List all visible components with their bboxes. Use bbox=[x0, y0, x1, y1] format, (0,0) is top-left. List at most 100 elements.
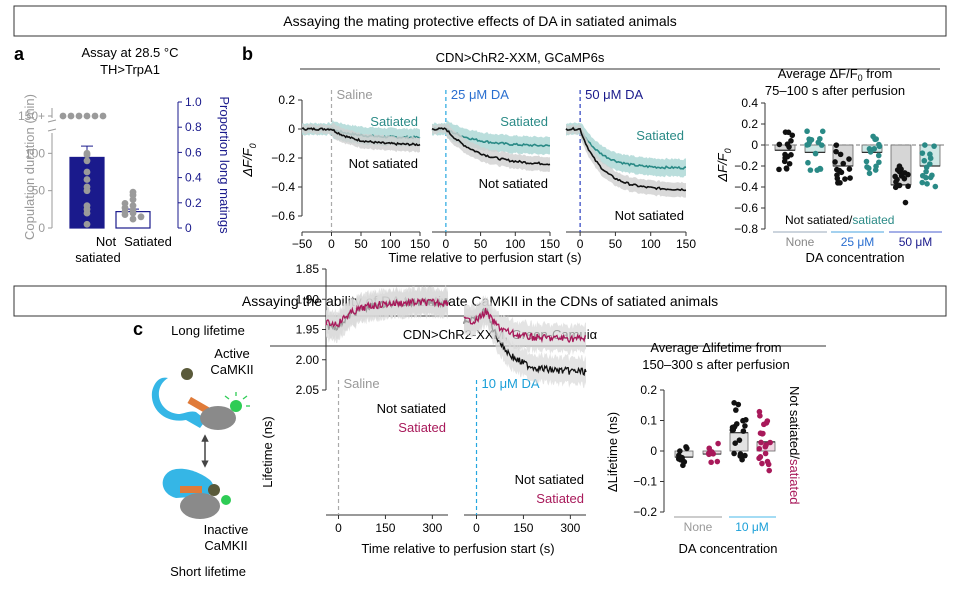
not-satiated-trace bbox=[565, 126, 687, 192]
panel-b-title: CDN>ChR2-XXM, GCaMP6s bbox=[436, 50, 605, 65]
satiated-band bbox=[464, 294, 586, 356]
xtick-label: 0 bbox=[443, 237, 450, 251]
right-tick-label: 0.2 bbox=[185, 196, 202, 210]
panel-b-summary-title-1: Average ΔF/F0 from bbox=[778, 66, 893, 83]
summary-point bbox=[840, 160, 847, 167]
summary-point bbox=[846, 156, 852, 162]
summary-point bbox=[804, 128, 810, 135]
xtick-label: 150 bbox=[410, 237, 430, 251]
xtick-label: 50 bbox=[354, 237, 368, 251]
panel-c-summary-title-2: 150–300 s after perfusion bbox=[642, 357, 789, 372]
summary-point bbox=[758, 439, 764, 446]
condition-label: Saline bbox=[337, 87, 373, 102]
summary-point bbox=[733, 421, 740, 427]
summary-point bbox=[676, 452, 682, 459]
summary-point bbox=[898, 173, 905, 179]
ytick-label: −0.4 bbox=[734, 180, 758, 194]
summary-point bbox=[838, 169, 845, 176]
group-label: None bbox=[684, 520, 713, 534]
xtick-label: 100 bbox=[641, 237, 661, 251]
ytick-label: 2.05 bbox=[296, 383, 320, 397]
data-point bbox=[83, 209, 91, 217]
panel-c-yaxis: 2.05 2.00 1.95 1.90 1.85 bbox=[296, 262, 327, 397]
summary-point bbox=[742, 423, 748, 429]
panel-a-points bbox=[59, 112, 145, 228]
summary-point bbox=[736, 437, 743, 443]
panel-c-summary-title-1: Average Δlifetime from bbox=[650, 340, 781, 355]
panel-a-letter: a bbox=[14, 44, 25, 64]
satiated-label: Satiated bbox=[370, 114, 418, 129]
data-point bbox=[59, 112, 67, 120]
ytick-label: −0.1 bbox=[633, 475, 657, 489]
summary-point bbox=[759, 460, 765, 467]
summary-point bbox=[708, 459, 714, 466]
data-point bbox=[83, 151, 91, 159]
dff-plot-1: 0 50 100 150 25 μM DA Satiated Not satiated bbox=[431, 87, 560, 251]
summary-point bbox=[756, 408, 763, 415]
summary-point bbox=[834, 175, 841, 182]
satiated-trace bbox=[325, 297, 449, 328]
not-satiated-trace bbox=[301, 127, 421, 147]
xtick-label: 0 bbox=[335, 521, 342, 535]
summary-point bbox=[761, 421, 767, 428]
summary-point bbox=[919, 150, 926, 156]
summary-point bbox=[759, 430, 766, 437]
panel-a-xlabel-1b: satiated bbox=[75, 250, 121, 265]
data-point bbox=[67, 112, 75, 120]
summary-point bbox=[765, 461, 772, 468]
summary-point bbox=[786, 144, 792, 150]
satiated-band bbox=[432, 120, 550, 156]
data-point bbox=[137, 213, 145, 221]
summary-point bbox=[677, 448, 683, 454]
summary-point bbox=[757, 413, 763, 419]
summary-point bbox=[679, 457, 686, 464]
glow-icon bbox=[230, 400, 242, 412]
satiated-band bbox=[566, 122, 686, 178]
ytick-label: −0.2 bbox=[734, 159, 758, 173]
data-point bbox=[83, 220, 91, 228]
summary-point bbox=[767, 439, 773, 446]
panel-c-ylabel: Lifetime (ns) bbox=[260, 416, 275, 488]
summary-point bbox=[876, 141, 882, 148]
summary-point bbox=[905, 183, 911, 190]
summary-point bbox=[804, 142, 810, 148]
summary-point bbox=[927, 161, 933, 167]
panel-c-letter: c bbox=[133, 319, 143, 339]
panel-b-letter: b bbox=[242, 44, 253, 64]
summary-point bbox=[731, 450, 737, 457]
summary-point bbox=[876, 159, 882, 166]
summary-point bbox=[927, 155, 934, 162]
ytick-label: 2.00 bbox=[296, 353, 320, 367]
summary-point bbox=[835, 180, 841, 186]
summary-point bbox=[931, 143, 937, 149]
data-point bbox=[99, 112, 107, 120]
summary-point bbox=[729, 424, 736, 431]
not-satiated-label: Not satiated bbox=[479, 176, 548, 191]
xtick-label: 100 bbox=[505, 237, 525, 251]
inactive-cam-icon bbox=[180, 493, 220, 519]
summary-point bbox=[762, 450, 769, 457]
summary-point bbox=[927, 174, 934, 181]
summary-point bbox=[834, 166, 840, 173]
summary-point bbox=[837, 151, 844, 158]
group-label: 50 μM bbox=[899, 235, 933, 249]
panel-b-summary: 0.4 0.2 0 −0.2 −0.4 −0.6 −0.8 None 25 μM 50 μM bbox=[734, 96, 945, 249]
summary-point bbox=[896, 167, 903, 174]
active-label-2: CaMKII bbox=[210, 362, 253, 377]
panel-b-xlabel: Time relative to perfusion start (s) bbox=[388, 250, 581, 265]
summary-point bbox=[923, 174, 929, 181]
summary-point bbox=[785, 129, 792, 136]
inactive-label-1: Inactive bbox=[204, 522, 249, 537]
summary-point bbox=[776, 141, 783, 148]
summary-point bbox=[683, 444, 689, 450]
panel-b-yaxis: 0.2 0 −0.2 −0.4 −0.6 bbox=[271, 93, 303, 223]
summary-point bbox=[738, 453, 744, 459]
summary-point bbox=[905, 171, 911, 178]
xtick-label: 0 bbox=[328, 237, 335, 251]
right-tick-label: 0.6 bbox=[185, 145, 202, 159]
summary-point bbox=[833, 148, 839, 155]
condition-label: 10 μM DA bbox=[482, 376, 540, 391]
summary-point bbox=[919, 179, 926, 186]
panel-b-summary-title-2: 75–100 s after perfusion bbox=[765, 83, 905, 98]
